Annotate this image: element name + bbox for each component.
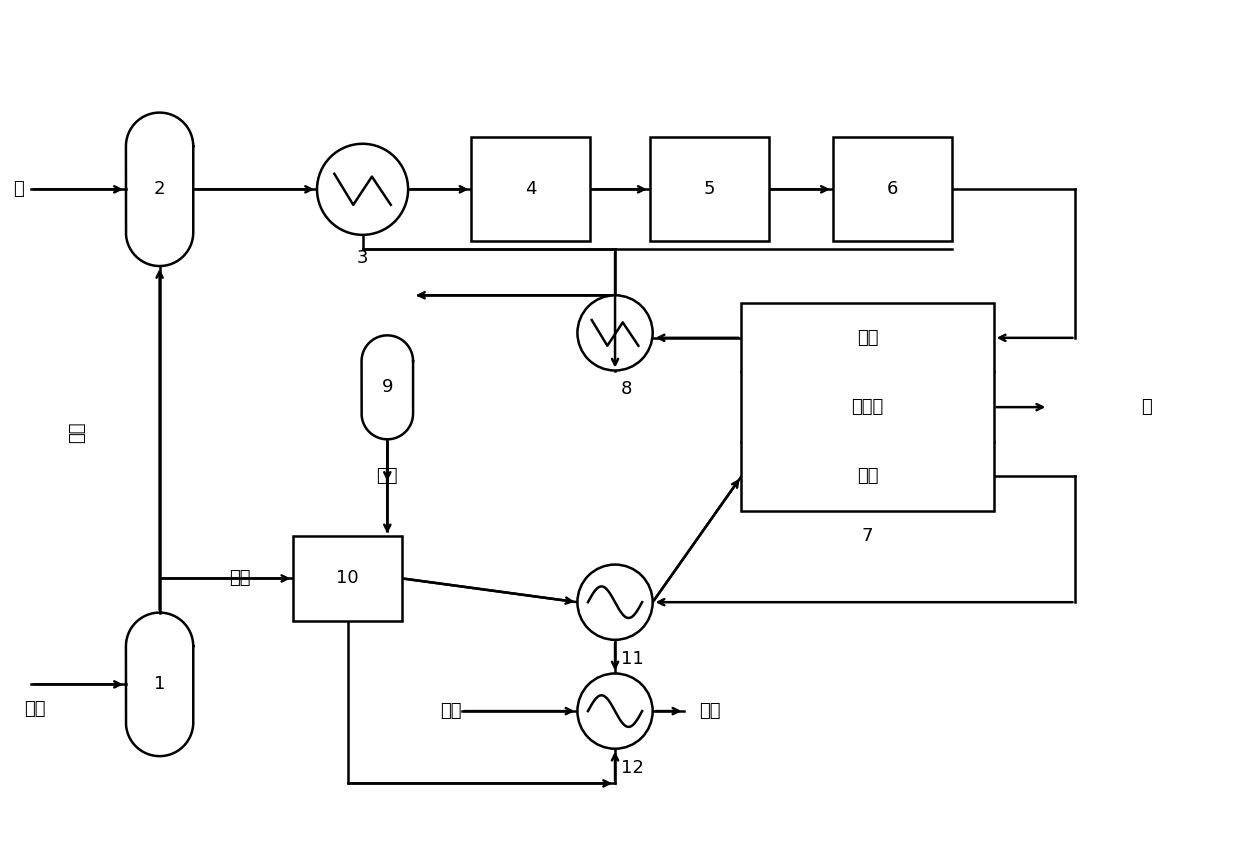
Text: 阳极: 阳极 [857, 329, 878, 347]
Text: 2: 2 [154, 180, 165, 199]
Circle shape [577, 565, 653, 640]
Text: 7: 7 [862, 527, 873, 545]
Text: 电解质: 电解质 [851, 398, 883, 416]
Text: 空气: 空气 [24, 700, 46, 718]
Bar [472, 137, 590, 242]
Text: 冷水: 冷水 [440, 702, 462, 720]
Bar [649, 137, 768, 242]
Text: 阴极: 阴极 [857, 467, 878, 486]
Text: 9: 9 [382, 378, 393, 397]
Text: 热水: 热水 [699, 702, 721, 720]
Text: 3: 3 [357, 248, 368, 267]
Bar [294, 536, 403, 621]
Text: 4: 4 [525, 180, 536, 199]
Polygon shape [126, 113, 193, 266]
Text: 氧气: 氧气 [68, 421, 87, 443]
Circle shape [577, 296, 653, 370]
Text: 11: 11 [621, 650, 644, 668]
Text: 煌: 煌 [14, 180, 24, 199]
Text: 8: 8 [621, 381, 632, 398]
Text: 5: 5 [704, 180, 715, 199]
Text: 1: 1 [154, 675, 165, 693]
Text: 电: 电 [1141, 398, 1151, 416]
Text: 热水: 热水 [377, 467, 398, 486]
Text: 10: 10 [337, 569, 359, 588]
Bar [833, 137, 952, 242]
Text: 12: 12 [621, 759, 644, 776]
Circle shape [317, 144, 408, 235]
Polygon shape [126, 613, 193, 756]
Text: 6: 6 [887, 180, 898, 199]
Text: 氮气: 氮气 [229, 569, 250, 588]
Polygon shape [362, 335, 413, 440]
Circle shape [577, 674, 653, 749]
Bar [741, 303, 994, 511]
